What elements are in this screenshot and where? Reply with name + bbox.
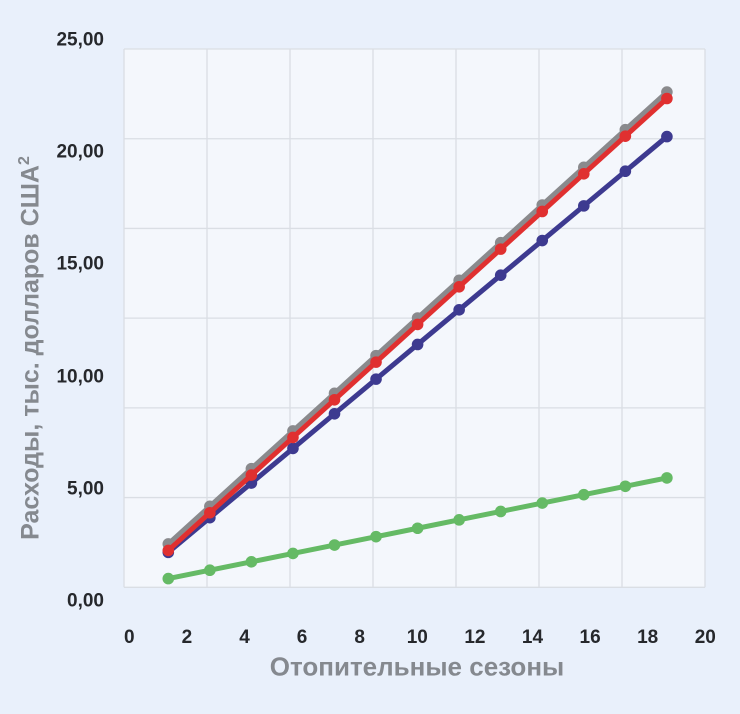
series-red-point	[370, 356, 382, 368]
series-navy-point	[661, 130, 673, 143]
series-navy-point	[453, 304, 465, 316]
series-navy-point	[370, 373, 382, 385]
x-tick-label: 0	[124, 627, 135, 648]
y-axis-title-superscript: 2	[16, 156, 34, 166]
series-navy-point	[411, 338, 424, 351]
series-red-point	[245, 469, 258, 481]
series-green-point	[619, 480, 632, 493]
x-tick-label: 16	[579, 627, 601, 648]
series-green-point	[162, 572, 175, 585]
series-navy-point	[536, 234, 549, 247]
x-tick-label: 6	[296, 627, 308, 648]
x-tick-label: 18	[637, 627, 659, 648]
y-tick-label: 20,00	[56, 141, 104, 163]
series-red-point	[536, 205, 549, 218]
y-axis-title: Расходы, тыс. долларов США2	[16, 156, 46, 540]
series-green-point	[328, 539, 341, 551]
x-tick-label: 12	[464, 627, 486, 648]
series-red-point	[411, 318, 424, 331]
series-red-point	[204, 506, 216, 519]
y-tick-label: 10,00	[56, 366, 104, 388]
series-red-point	[619, 130, 632, 142]
series-navy-point	[494, 269, 507, 281]
series-green-point	[494, 505, 507, 518]
series-green-point	[661, 472, 673, 484]
y-tick-label: 5,00	[67, 478, 104, 500]
series-navy-point	[287, 442, 299, 455]
series-red-point	[661, 92, 673, 105]
x-tick-label: 10	[406, 627, 428, 648]
series-green-point	[536, 497, 549, 509]
series-green-point	[453, 514, 465, 526]
series-red-point	[494, 243, 507, 255]
series-red-point	[162, 544, 175, 557]
series-red-point	[287, 431, 299, 444]
y-axis-title-text: Расходы, тыс. долларов США	[16, 165, 45, 540]
x-tick-label: 8	[354, 627, 365, 648]
series-green-point	[370, 530, 382, 543]
series-red-point	[328, 393, 341, 406]
x-axis-title: Отопительные сезоны	[269, 651, 565, 682]
series-red-point	[578, 168, 590, 180]
series-green-point	[411, 522, 424, 535]
series-navy-point	[619, 165, 632, 178]
series-green-point	[287, 547, 299, 560]
x-tick-label: 2	[181, 627, 193, 648]
x-tick-label: 4	[239, 627, 250, 648]
series-navy-point	[578, 200, 590, 212]
y-tick-label: 25,00	[56, 29, 104, 51]
series-red-point	[453, 280, 465, 293]
y-tick-label: 15,00	[56, 253, 104, 275]
series-green-point	[245, 556, 258, 568]
y-tick-label: 0,00	[67, 590, 104, 612]
x-tick-label: 14	[521, 627, 544, 648]
series-green-point	[204, 564, 216, 577]
x-tick-label: 20	[694, 627, 716, 648]
series-green-point	[578, 488, 590, 501]
series-navy-point	[328, 407, 341, 420]
